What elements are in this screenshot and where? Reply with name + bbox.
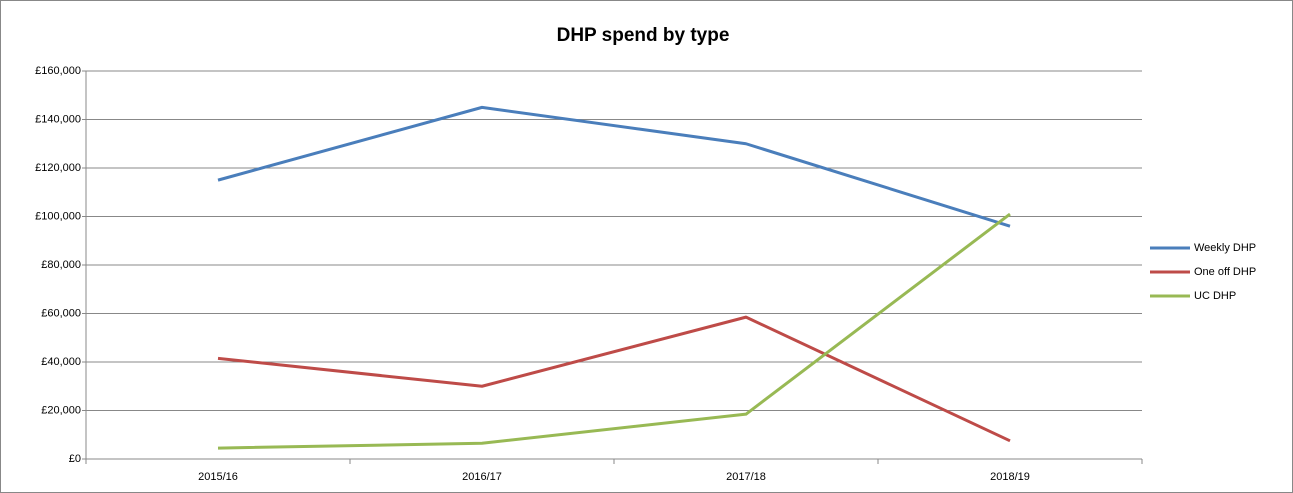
- y-tick-label: £20,000: [41, 404, 81, 416]
- y-tick-label: £120,000: [35, 162, 81, 174]
- y-tick-label: £40,000: [41, 356, 81, 368]
- y-tick-label: £100,000: [35, 210, 81, 222]
- y-tick-label: £80,000: [41, 259, 81, 271]
- x-tick-label: 2015/16: [198, 471, 238, 483]
- legend-label: One off DHP: [1194, 266, 1256, 278]
- y-tick-label: £60,000: [41, 307, 81, 319]
- chart-title: DHP spend by type: [557, 25, 730, 46]
- series-line: [217, 315, 1011, 443]
- x-tick-label: 2018/19: [990, 471, 1030, 483]
- y-tick-label: £140,000: [35, 113, 81, 125]
- legend-label: Weekly DHP: [1194, 242, 1256, 254]
- y-tick-label: £0: [69, 453, 81, 465]
- series-line: [217, 105, 1011, 228]
- series-line: [217, 212, 1011, 450]
- x-tick-label: 2017/18: [726, 471, 766, 483]
- legend-label: UC DHP: [1194, 290, 1236, 302]
- x-tick-label: 2016/17: [462, 471, 502, 483]
- y-tick-label: £160,000: [35, 65, 81, 77]
